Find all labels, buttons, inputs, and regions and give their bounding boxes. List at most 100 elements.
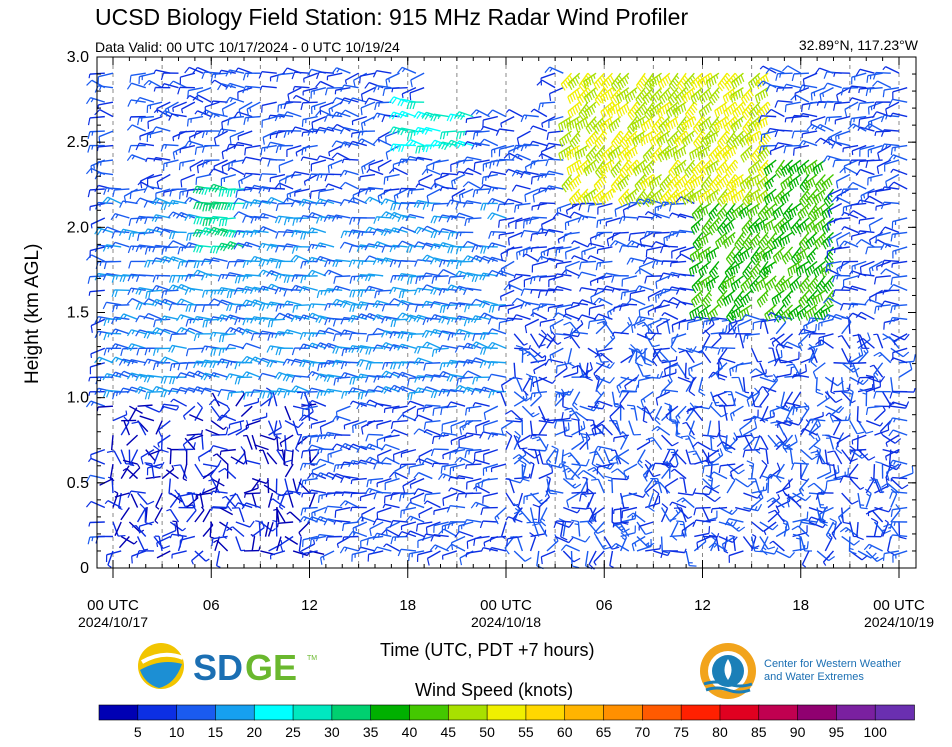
barb-shaft [235,393,245,407]
barb-feather [483,412,487,420]
wind-barb [348,97,368,105]
barb-shaft [303,72,318,80]
wind-barb [221,495,237,508]
wind-barbs-layer [85,65,916,570]
wind-barb [302,535,318,548]
barb-half-feather [201,429,203,435]
barb-feather [176,298,182,306]
barb-feather [333,333,337,342]
barb-shaft [385,521,400,530]
barb-shaft [302,86,318,93]
barb-feather [143,331,148,339]
barb-shaft [98,130,114,138]
wind-barb [389,244,408,253]
barb-shaft [442,268,458,277]
barb-shaft [204,71,220,74]
barb-shaft [400,548,417,552]
barb-half-feather [287,301,291,306]
barb-shaft [410,477,425,486]
barb-shaft [361,87,376,95]
wind-barb [283,130,302,138]
wind-barb [177,246,195,255]
wind-barb [98,130,114,145]
barb-feather [297,421,304,428]
barb-shaft [443,528,458,538]
wind-barb [274,182,294,190]
barb-shaft [499,217,515,222]
wind-barb [454,302,474,310]
barb-feather [110,371,116,379]
barb-shaft [205,428,220,436]
barb-shaft [499,128,515,132]
wind-barb [211,392,221,407]
wind-barb [110,328,130,336]
barb-shaft [298,521,310,534]
barb-half-feather [90,98,94,103]
barb-half-feather [262,186,266,192]
barb-feather [282,313,288,320]
barb-feather [160,144,165,152]
barb-shaft [294,71,310,74]
barb-shaft [229,130,245,138]
barb-half-feather [107,187,110,193]
wind-barb [376,506,392,520]
barb-feather [301,147,304,156]
wind-barb [235,390,245,407]
wind-barb [282,300,302,308]
barb-shaft [246,355,261,364]
wind-barb [120,465,130,479]
wind-barb [127,358,146,367]
wind-barb [488,231,507,239]
barb-half-feather [98,273,102,279]
barb-feather [283,391,287,399]
wind-barb [483,448,499,462]
wind-barb [291,71,310,80]
barb-feather [307,270,313,277]
barb-half-feather [90,224,93,229]
barb-shaft [254,444,269,451]
barb-shaft [267,478,270,494]
barb-shaft [237,86,253,93]
wind-barb [109,463,115,482]
wind-barb [266,345,286,353]
barb-half-feather [243,493,246,498]
barb-feather [385,152,389,160]
wind-barb [210,420,227,431]
wind-barb [201,272,220,281]
wind-barb [137,404,153,407]
barb-feather [282,300,288,308]
barb-shaft [243,401,259,407]
wind-barb [145,289,163,299]
barb-shaft [156,109,171,118]
barb-feather [415,524,419,532]
barb-shaft [147,185,163,190]
barb-shaft [286,173,302,178]
barb-half-feather [313,539,316,545]
barb-half-feather [300,156,304,161]
wind-barb [366,535,384,546]
barb-feather [159,356,166,364]
barb-feather [360,427,364,435]
barb-shaft [335,519,351,523]
barb-feather [380,529,387,536]
barb-feather [229,136,232,145]
barb-feather [210,348,214,356]
barb-feather [290,285,296,292]
barb-feather [311,512,314,521]
barb-shaft [278,492,294,497]
barb-shaft [442,344,458,349]
wind-barb [212,453,229,465]
wind-barb [287,87,302,102]
wind-barb [487,212,507,221]
chart-title: UCSD Biology Field Station: 915 MHz Rada… [95,4,689,30]
barb-feather [327,165,330,174]
wind-barb [324,173,343,182]
barb-feather [201,130,206,139]
wind-barb [503,283,523,292]
barb-half-feather [459,316,463,321]
barb-feather [317,191,320,199]
wind-barb [151,214,171,223]
barb-feather [153,445,160,451]
barb-feather [276,74,279,82]
